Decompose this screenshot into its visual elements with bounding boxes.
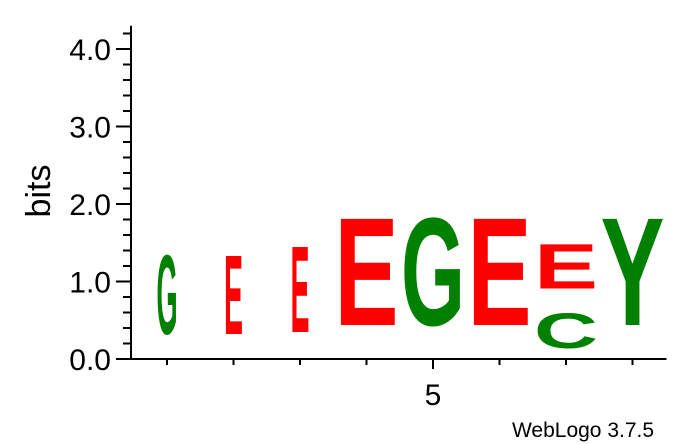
logo-letter-e: E	[224, 234, 243, 359]
logo-letter-y: Y	[601, 187, 665, 359]
y-tick-label: 3.0	[69, 112, 111, 145]
logo-letter-e: E	[335, 187, 399, 359]
logo-letter-c: C	[534, 303, 598, 359]
logo-letter-e: E	[534, 231, 598, 303]
logo-stacks: G E E E G E CE Y	[156, 187, 664, 360]
y-tick-label: 0.0	[69, 344, 111, 377]
y-tick-label: 4.0	[69, 34, 111, 67]
x-tick-label: 5	[425, 379, 442, 412]
logo-letter-e: E	[290, 221, 309, 359]
logo-letter-e: E	[468, 187, 532, 359]
y-tick-label: 1.0	[69, 267, 111, 300]
y-axis-title: bits	[20, 165, 58, 218]
y-tick-label: 2.0	[69, 189, 111, 222]
weblogo-credit: WebLogo 3.7.5	[512, 419, 654, 442]
y-axis: 0.0 1.0 2.0 3.0 4.0	[69, 25, 132, 377]
x-axis: 5	[130, 358, 667, 412]
logo-letter-g: G	[401, 187, 465, 359]
logo-letter-g: G	[156, 234, 177, 359]
